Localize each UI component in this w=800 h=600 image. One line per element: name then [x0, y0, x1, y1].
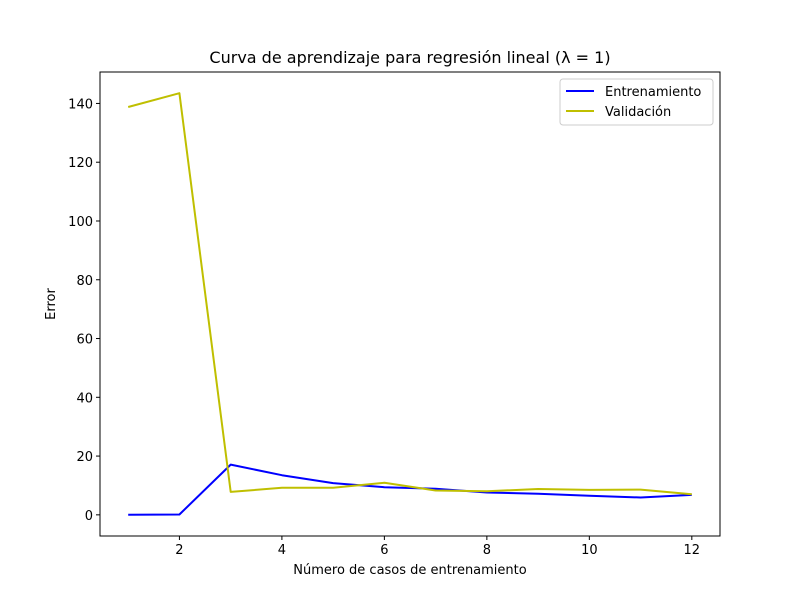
x-tick-label: 6: [380, 543, 388, 558]
y-tick-label: 100: [68, 215, 93, 230]
x-tick-label: 4: [278, 543, 286, 558]
y-tick-label: 80: [76, 274, 93, 289]
x-tick-label: 12: [684, 543, 701, 558]
y-axis-label: Error: [44, 288, 59, 320]
legend-box: [559, 78, 714, 126]
legend-label-validacion: Validación: [605, 105, 671, 120]
x-tick-label: 8: [483, 543, 491, 558]
x-tick-label: 2: [175, 543, 183, 558]
chart-title: Curva de aprendizaje para regresión line…: [209, 48, 610, 67]
y-tick-label: 0: [85, 509, 93, 524]
y-tick-label: 140: [68, 97, 93, 112]
y-tick-label: 40: [76, 391, 93, 406]
y-tick-label: 60: [76, 333, 93, 348]
legend: Entrenamiento Validación: [559, 78, 714, 126]
x-axis-label: Número de casos de entrenamiento: [293, 563, 526, 578]
plot-area: [127, 92, 692, 516]
y-tick-label: 120: [68, 156, 93, 171]
x-tick-label: 10: [581, 543, 598, 558]
legend-label-entrenamiento: Entrenamiento: [605, 85, 701, 100]
axes-frame: [99, 71, 721, 537]
series-line-validacion: [127, 92, 692, 496]
series-line-entrenamiento: [128, 463, 692, 516]
y-tick-label: 20: [76, 450, 93, 465]
